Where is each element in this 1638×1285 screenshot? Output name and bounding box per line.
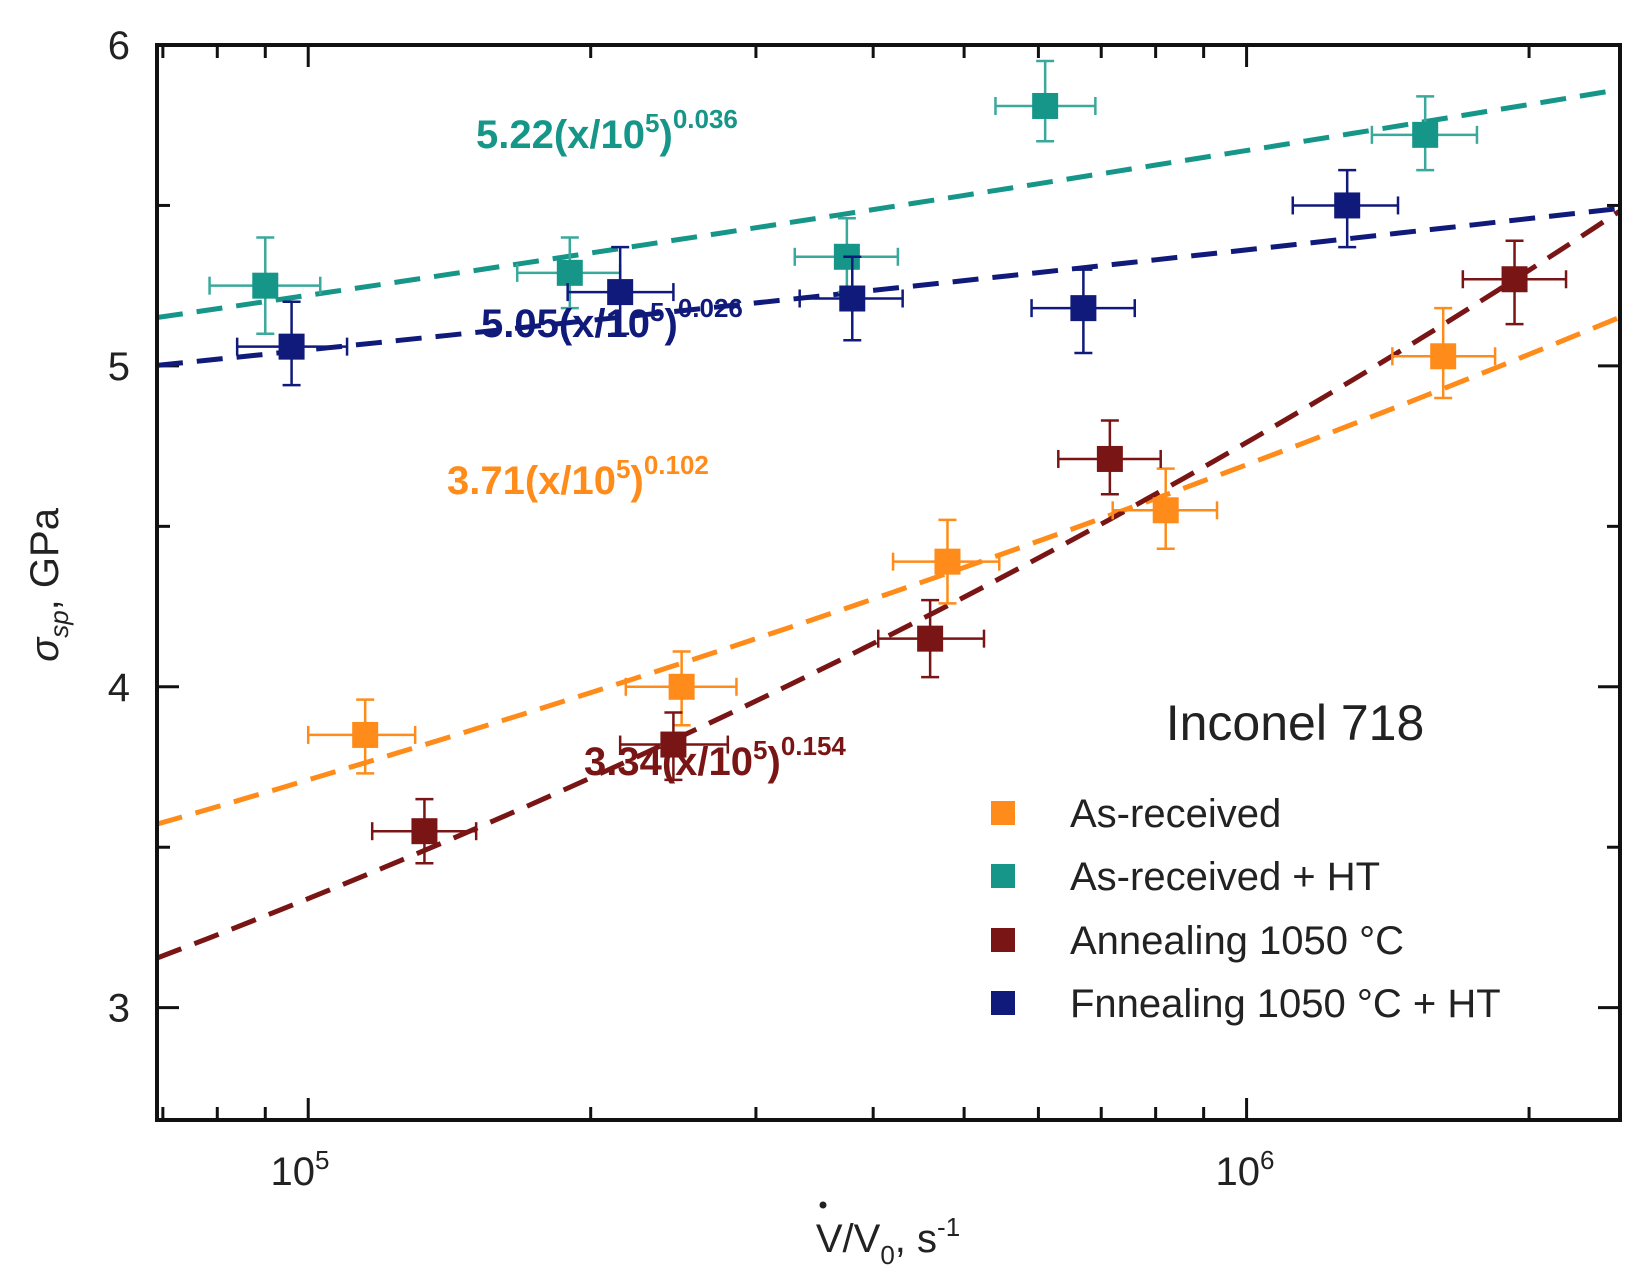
marker-annht-2 <box>839 285 866 312</box>
marker-ann-0 <box>411 818 438 845</box>
marker-asr-4 <box>1430 343 1457 370</box>
data-points <box>208 59 1568 865</box>
marker-asr-3 <box>1152 497 1179 524</box>
fit-label-annealing-ht: 5.05(x/105)0.026 <box>481 293 743 346</box>
x-tick-label-1e6: 106 <box>1216 1145 1275 1194</box>
fit-label-annealing: 3.34(x/105)0.154 <box>584 731 846 784</box>
x-axis-label-dot <box>819 1201 827 1209</box>
legend-swatch-as-received <box>991 801 1015 825</box>
fit-line-ann <box>157 208 1620 961</box>
fit-label-as-received-ht: 5.22(x/105)0.036 <box>476 104 738 157</box>
y-tick-label: 6 <box>108 24 130 68</box>
y-tick-label: 5 <box>108 345 130 389</box>
y-tick-labels: 3 4 5 6 <box>108 24 130 1031</box>
chart-title: Inconel 718 <box>1166 695 1425 751</box>
marker-annht-4 <box>1334 192 1361 219</box>
legend-swatch-annealing <box>991 928 1015 952</box>
fit-line-asrht <box>157 87 1620 320</box>
marker-annht-0 <box>278 333 305 360</box>
marker-annht-1 <box>607 279 634 306</box>
marker-asrht-4 <box>1412 121 1439 148</box>
legend-swatch-annealing-ht <box>991 991 1015 1015</box>
marker-asr-0 <box>352 721 379 748</box>
plot-frame <box>155 43 1622 1122</box>
marker-ann-4 <box>1501 266 1528 293</box>
marker-annht-3 <box>1070 295 1097 322</box>
x-axis-label: V/V0, s-1 <box>816 1212 960 1270</box>
marker-ann-1 <box>660 731 687 758</box>
legend-label-as-received-ht: As-received + HT <box>1070 855 1380 899</box>
legend-label-annealing: Annealing 1050 °C <box>1070 919 1404 963</box>
y-tick-label: 3 <box>108 987 130 1031</box>
fit-line-asr <box>157 314 1620 827</box>
legend-label-as-received: As-received <box>1070 792 1281 836</box>
marker-asrht-0 <box>252 272 279 299</box>
y-axis-label: σsp, GPa <box>23 507 74 662</box>
marker-asrht-1 <box>556 259 583 286</box>
y-tick-label: 4 <box>108 666 130 710</box>
fit-label-as-received: 3.71(x/105)0.102 <box>447 450 709 503</box>
marker-asr-1 <box>668 673 695 700</box>
fit-lines <box>157 87 1620 961</box>
marker-asr-2 <box>934 548 961 575</box>
marker-ann-2 <box>917 625 944 652</box>
legend-label-annealing-ht: Fnnealing 1050 °C + HT <box>1070 982 1501 1026</box>
legend: As-received As-received + HT Annealing 1… <box>991 792 1501 1026</box>
marker-asrht-3 <box>1032 92 1059 119</box>
x-tick-label-1e5: 105 <box>271 1145 330 1194</box>
marker-ann-3 <box>1096 445 1123 472</box>
legend-swatch-as-received-ht <box>991 864 1015 888</box>
fit-line-annht <box>157 205 1620 368</box>
